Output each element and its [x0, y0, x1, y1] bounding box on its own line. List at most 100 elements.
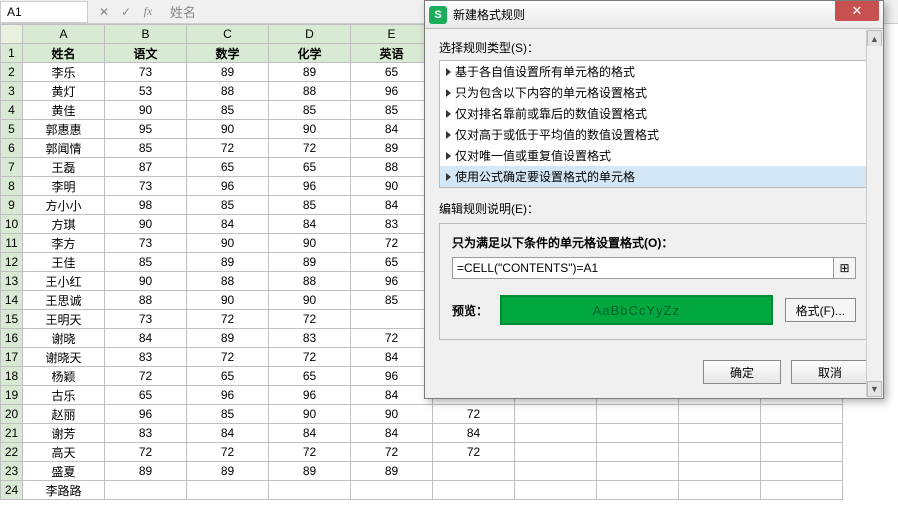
cell[interactable]	[351, 310, 433, 329]
cell[interactable]: 72	[269, 310, 351, 329]
row-header[interactable]: 6	[1, 139, 23, 158]
close-button[interactable]: ✕	[835, 1, 879, 21]
row-header[interactable]: 23	[1, 462, 23, 481]
cell[interactable]: 89	[351, 462, 433, 481]
cell[interactable]: 96	[351, 82, 433, 101]
cell[interactable]: 王明天	[23, 310, 105, 329]
cell[interactable]: 高天	[23, 443, 105, 462]
fx-icon[interactable]: fx	[140, 4, 156, 20]
cell[interactable]: 84	[187, 215, 269, 234]
row-header[interactable]: 11	[1, 234, 23, 253]
cell[interactable]: 郭闻情	[23, 139, 105, 158]
cell[interactable]: 盛夏	[23, 462, 105, 481]
cell[interactable]	[515, 481, 597, 500]
cell[interactable]: 语文	[105, 44, 187, 63]
cell[interactable]: 90	[351, 405, 433, 424]
cell[interactable]: 72	[269, 348, 351, 367]
row-header[interactable]: 14	[1, 291, 23, 310]
cell[interactable]: 73	[105, 177, 187, 196]
cell[interactable]: 83	[105, 424, 187, 443]
cell[interactable]: 72	[187, 310, 269, 329]
cell[interactable]	[679, 462, 761, 481]
cell[interactable]: 85	[105, 253, 187, 272]
cell[interactable]: 85	[105, 139, 187, 158]
cell[interactable]: 谢晓	[23, 329, 105, 348]
col-header[interactable]: A	[23, 25, 105, 44]
cell[interactable]	[187, 481, 269, 500]
cell[interactable]: 谢晓天	[23, 348, 105, 367]
cell[interactable]	[351, 481, 433, 500]
cell[interactable]	[269, 481, 351, 500]
cell[interactable]: 98	[105, 196, 187, 215]
scroll-up-icon[interactable]: ▲	[867, 30, 882, 46]
cell[interactable]: 89	[187, 253, 269, 272]
row-header[interactable]: 20	[1, 405, 23, 424]
cell[interactable]: 96	[187, 386, 269, 405]
cell[interactable]: 84	[105, 329, 187, 348]
cell[interactable]	[597, 424, 679, 443]
cell[interactable]: 88	[269, 272, 351, 291]
row-header[interactable]: 4	[1, 101, 23, 120]
row-header[interactable]: 17	[1, 348, 23, 367]
row-header[interactable]: 12	[1, 253, 23, 272]
dialog-scrollbar[interactable]: ▲ ▼	[866, 30, 882, 397]
cell[interactable]: 85	[187, 405, 269, 424]
cell[interactable]	[597, 481, 679, 500]
cell[interactable]: 72	[433, 405, 515, 424]
cell[interactable]: 96	[351, 367, 433, 386]
cell[interactable]	[515, 424, 597, 443]
cell[interactable]	[761, 405, 843, 424]
cell[interactable]	[679, 424, 761, 443]
cell[interactable]: 84	[269, 215, 351, 234]
cell[interactable]: 72	[105, 443, 187, 462]
col-header[interactable]: D	[269, 25, 351, 44]
cell[interactable]	[597, 405, 679, 424]
cell[interactable]: 72	[105, 367, 187, 386]
cell[interactable]: 89	[269, 63, 351, 82]
cell[interactable]: 84	[351, 386, 433, 405]
cell[interactable]: 72	[187, 443, 269, 462]
cell[interactable]: 90	[351, 177, 433, 196]
row-header[interactable]: 16	[1, 329, 23, 348]
row-header[interactable]: 10	[1, 215, 23, 234]
cell[interactable]	[761, 462, 843, 481]
col-header[interactable]: B	[105, 25, 187, 44]
cell[interactable]: 王小红	[23, 272, 105, 291]
cell[interactable]: 88	[351, 158, 433, 177]
cell[interactable]: 88	[187, 272, 269, 291]
cell[interactable]	[515, 462, 597, 481]
cell[interactable]	[761, 443, 843, 462]
cell[interactable]: 90	[269, 405, 351, 424]
cell[interactable]: 84	[351, 196, 433, 215]
cell[interactable]: 84	[351, 348, 433, 367]
name-box[interactable]	[0, 1, 88, 23]
cell[interactable]: 72	[187, 348, 269, 367]
cell[interactable]: 李明	[23, 177, 105, 196]
cell[interactable]: 73	[105, 310, 187, 329]
rule-type-item[interactable]: 只为包含以下内容的单元格设置格式	[440, 82, 868, 103]
cell[interactable]	[761, 424, 843, 443]
cell[interactable]: 65	[105, 386, 187, 405]
cell[interactable]: 72	[351, 234, 433, 253]
cell[interactable]	[105, 481, 187, 500]
ok-button[interactable]: 确定	[703, 360, 781, 384]
cell[interactable]: 73	[105, 63, 187, 82]
cell[interactable]	[597, 462, 679, 481]
cell[interactable]: 65	[269, 367, 351, 386]
cell[interactable]: 96	[105, 405, 187, 424]
row-header[interactable]: 18	[1, 367, 23, 386]
cell[interactable]: 89	[187, 63, 269, 82]
cell[interactable]: 88	[187, 82, 269, 101]
row-header[interactable]: 22	[1, 443, 23, 462]
select-all-corner[interactable]	[1, 25, 23, 44]
col-header[interactable]: E	[351, 25, 433, 44]
cell[interactable]: 88	[269, 82, 351, 101]
cell[interactable]: 王佳	[23, 253, 105, 272]
cell[interactable]: 65	[187, 367, 269, 386]
cell[interactable]: 95	[105, 120, 187, 139]
cell[interactable]: 李乐	[23, 63, 105, 82]
row-header[interactable]: 8	[1, 177, 23, 196]
cell[interactable]: 化学	[269, 44, 351, 63]
cell[interactable]	[679, 481, 761, 500]
cell[interactable]	[433, 481, 515, 500]
